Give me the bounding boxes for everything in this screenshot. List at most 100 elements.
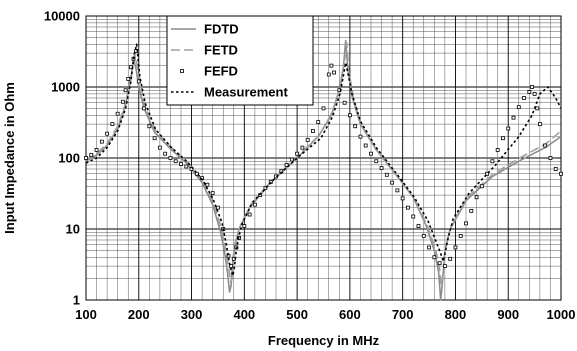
legend-entry: Measurement <box>171 85 288 100</box>
fefd-point <box>329 63 334 68</box>
legend-entry: FETD <box>171 43 238 58</box>
legend-label: FDTD <box>204 22 239 37</box>
fefd-point <box>485 171 490 176</box>
fefd-point <box>168 156 173 160</box>
fefd-point <box>126 77 131 81</box>
fefd-point <box>374 159 379 164</box>
fefd-point <box>474 195 479 200</box>
fefd-point <box>300 145 305 150</box>
legend-swatch <box>180 69 184 73</box>
series-line-fdtd <box>85 39 562 301</box>
fefd-point <box>347 113 352 118</box>
series-layer <box>84 39 563 301</box>
fefd-point <box>332 70 336 75</box>
series-line-fetd <box>85 41 562 287</box>
fefd-point <box>464 221 468 226</box>
fefd-point <box>384 172 389 177</box>
fefd-point <box>152 136 157 141</box>
y-tick-label: 1 <box>73 293 80 308</box>
y-tick-label: 10 <box>66 222 80 237</box>
fefd-point <box>437 261 442 266</box>
fefd-point <box>142 106 146 111</box>
fefd-point <box>506 126 511 131</box>
fefd-point <box>115 111 120 116</box>
fefd-point <box>163 151 168 156</box>
fefd-point <box>421 233 426 238</box>
fefd-point <box>252 202 257 207</box>
series-measurement <box>85 43 562 277</box>
fefd-point <box>284 162 289 167</box>
fefd-point <box>363 143 368 148</box>
fefd-point <box>501 136 505 141</box>
fefd-point <box>194 171 199 176</box>
fefd-point <box>321 106 326 111</box>
fefd-point <box>121 99 125 104</box>
fefd-point <box>210 191 215 196</box>
fefd-point <box>173 159 178 164</box>
series-fefd <box>84 49 563 269</box>
x-tick-label: 300 <box>181 307 203 322</box>
fefd-point <box>379 166 384 171</box>
fefd-point <box>157 145 162 150</box>
fefd-point <box>94 148 99 152</box>
grid <box>85 15 562 301</box>
fefd-point <box>469 208 474 213</box>
fefd-point <box>110 122 115 127</box>
fefd-point <box>411 214 416 219</box>
legend-label: FETD <box>204 43 238 58</box>
fefd-point <box>84 156 88 160</box>
fefd-point <box>342 100 347 105</box>
x-tick-label: 100 <box>75 307 97 322</box>
fefd-point <box>326 72 331 77</box>
fefd-point <box>530 85 534 89</box>
fefd-point <box>305 137 310 142</box>
fefd-point <box>400 196 405 201</box>
fefd-point <box>559 171 563 176</box>
fefd-point <box>543 143 548 148</box>
legend-entry: FEFD <box>180 64 238 79</box>
fefd-point <box>427 245 431 250</box>
fefd-point <box>495 148 500 152</box>
x-tick-label: 1000 <box>547 307 576 322</box>
fefd-point <box>479 184 484 189</box>
legend-label: Measurement <box>204 85 288 100</box>
fefd-point <box>535 106 540 111</box>
fefd-point <box>295 151 300 156</box>
fefd-point <box>453 245 458 250</box>
fefd-point <box>448 256 453 261</box>
fefd-point <box>522 96 526 100</box>
fefd-point <box>311 129 315 133</box>
x-tick-label: 600 <box>339 307 361 322</box>
x-tick-label: 400 <box>233 307 255 322</box>
fefd-point <box>205 182 210 187</box>
fefd-point <box>89 153 94 157</box>
fefd-point <box>179 162 183 167</box>
fefd-point <box>123 88 128 93</box>
series-fetd <box>85 41 562 287</box>
x-tick-label: 900 <box>497 307 519 322</box>
x-tick-label: 200 <box>128 307 150 322</box>
fefd-point <box>390 180 395 185</box>
legend-label: FEFD <box>204 64 238 79</box>
fefd-point <box>353 124 358 129</box>
fefd-point <box>511 115 516 120</box>
y-tick-label: 1000 <box>51 80 80 95</box>
fefd-point <box>458 233 463 238</box>
fefd-point <box>416 224 421 228</box>
y-axis-title: Input Impedance in Ohm <box>2 82 17 234</box>
fefd-point <box>406 205 410 210</box>
fefd-point <box>184 164 189 169</box>
x-axis-title: Frequency in MHz <box>268 333 380 348</box>
fefd-point <box>369 151 373 156</box>
fefd-point <box>395 188 400 193</box>
fefd-point <box>316 120 321 125</box>
series-fdtd <box>85 39 562 301</box>
fefd-point <box>516 105 521 110</box>
fefd-point <box>532 91 537 96</box>
legend-box <box>166 15 314 106</box>
legend-items: FDTD FETD FEFD Measurement <box>171 22 288 100</box>
fefd-point <box>527 90 532 94</box>
series-line-measurement <box>85 43 562 277</box>
legend-entry: FDTD <box>171 22 239 37</box>
